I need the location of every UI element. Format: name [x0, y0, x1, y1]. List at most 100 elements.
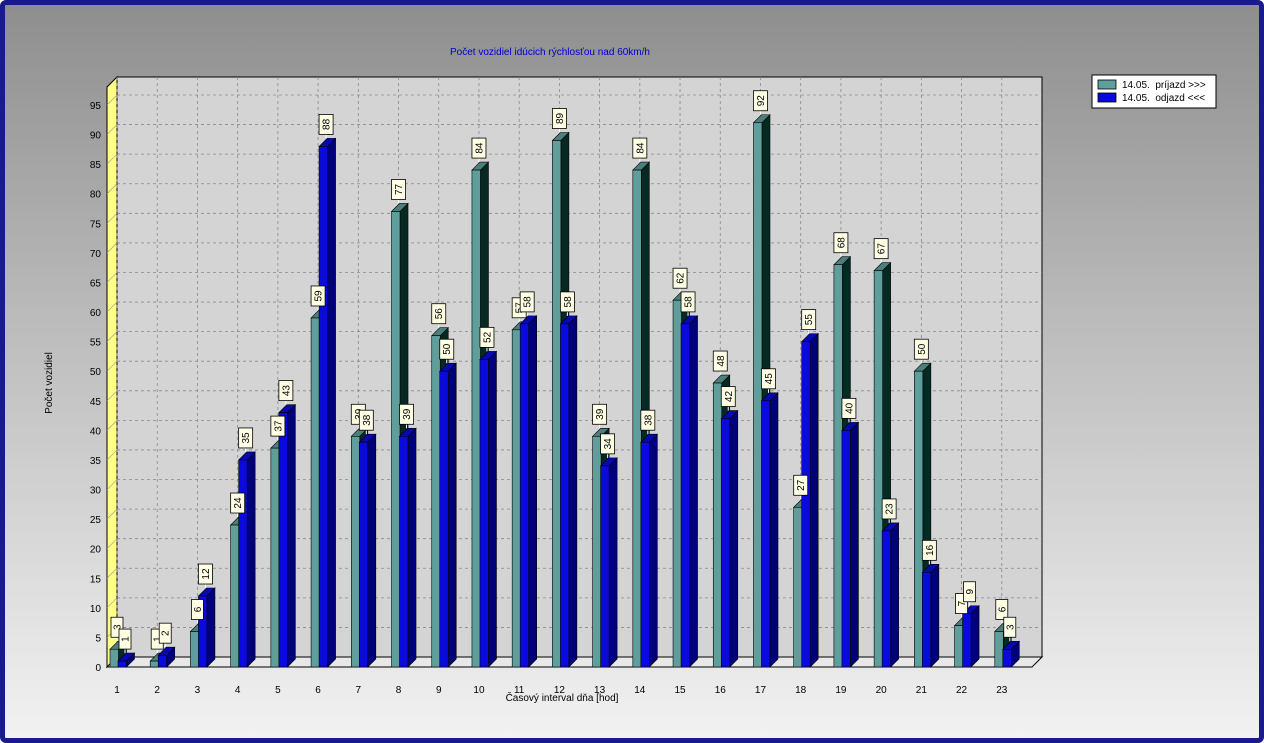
y-tick-label: 75 — [90, 219, 102, 230]
y-tick-label: 40 — [90, 426, 102, 437]
svg-text:2: 2 — [161, 630, 172, 636]
data-label-arrival-15: 62 — [672, 267, 688, 289]
y-tick-label: 25 — [90, 515, 102, 526]
data-label-departure-10: 52 — [479, 326, 495, 348]
data-label-arrival-19: 68 — [833, 232, 849, 254]
x-tick-label: 2 — [154, 685, 160, 696]
svg-text:45: 45 — [764, 373, 775, 385]
bar-departure-15 — [680, 315, 699, 668]
x-tick-label: 23 — [996, 685, 1008, 696]
bar-departure-16 — [720, 409, 739, 668]
svg-text:59: 59 — [314, 290, 325, 302]
x-tick-label: 6 — [315, 685, 321, 696]
data-label-departure-11: 58 — [519, 291, 535, 313]
data-label-arrival-5: 37 — [270, 415, 286, 437]
y-tick-label: 85 — [90, 160, 102, 171]
x-tick-label: 12 — [554, 685, 566, 696]
svg-text:67: 67 — [877, 243, 888, 255]
y-tick-label: 95 — [90, 101, 102, 112]
y-tick-label: 15 — [90, 574, 102, 585]
legend-label-arrival: 14.05. príjazd >>> — [1122, 80, 1206, 91]
svg-text:58: 58 — [523, 296, 534, 308]
y-tick-label: 60 — [90, 308, 102, 319]
plot-back-wall — [116, 76, 1043, 658]
y-tick-label: 0 — [95, 663, 101, 674]
svg-text:38: 38 — [362, 414, 373, 426]
x-tick-label: 20 — [876, 685, 888, 696]
y-tick-label: 70 — [90, 249, 102, 260]
svg-text:43: 43 — [281, 385, 292, 397]
x-tick-label: 14 — [634, 685, 646, 696]
svg-text:84: 84 — [635, 142, 646, 154]
svg-text:3: 3 — [1005, 624, 1016, 630]
svg-text:56: 56 — [434, 308, 445, 320]
svg-text:88: 88 — [322, 118, 333, 130]
svg-text:16: 16 — [925, 544, 936, 556]
y-tick-label: 50 — [90, 367, 102, 378]
x-tick-label: 17 — [755, 685, 767, 696]
bar-departure-8 — [398, 427, 417, 668]
svg-text:42: 42 — [724, 391, 735, 403]
x-tick-label: 10 — [473, 685, 485, 696]
data-label-arrival-12: 89 — [551, 108, 567, 129]
legend-swatch-departure — [1097, 92, 1117, 103]
data-label-departure-19: 40 — [841, 397, 857, 419]
svg-text:34: 34 — [603, 438, 614, 450]
svg-text:9: 9 — [965, 589, 976, 595]
x-tick-label: 5 — [275, 685, 281, 696]
svg-text:27: 27 — [796, 479, 807, 491]
data-label-departure-17: 45 — [761, 368, 776, 390]
data-label-departure-13: 34 — [600, 433, 616, 455]
y-tick-label: 65 — [90, 278, 102, 289]
bar-departure-11 — [519, 315, 538, 668]
bar-chart: Počet vozidiel idúcich rýchlosťou nad 60… — [44, 47, 1217, 704]
bar-departure-3 — [197, 587, 216, 668]
svg-text:1: 1 — [121, 636, 132, 642]
svg-text:68: 68 — [836, 237, 847, 249]
chart-title: Počet vozidiel idúcich rýchlosťou nad 60… — [450, 47, 650, 58]
svg-text:39: 39 — [402, 408, 413, 420]
svg-text:92: 92 — [756, 95, 767, 107]
data-labels: 3112612243537435988393877395650845257588… — [110, 90, 1016, 654]
bar-departure-1 — [117, 652, 136, 668]
data-label-arrival-9: 56 — [431, 303, 447, 325]
svg-text:58: 58 — [563, 296, 574, 308]
bar-departure-12 — [559, 315, 578, 668]
x-tick-label: 21 — [916, 685, 928, 696]
svg-text:1: 1 — [153, 636, 164, 642]
x-tick-label: 11 — [514, 685, 525, 696]
svg-text:37: 37 — [273, 420, 284, 432]
x-tick-label: 18 — [795, 685, 807, 696]
data-label-arrival-17: 92 — [753, 90, 768, 112]
bar-departure-18 — [800, 332, 819, 668]
data-label-departure-1: 1 — [118, 628, 132, 650]
data-label-arrival-10: 84 — [471, 137, 487, 159]
svg-text:40: 40 — [844, 402, 855, 414]
legend: 14.05. príjazd >>> 14.05. odjazd <<< — [1091, 74, 1217, 109]
data-label-arrival-14: 84 — [632, 137, 648, 159]
bar-departure-4 — [237, 451, 256, 668]
x-tick-label: 3 — [195, 685, 201, 696]
bar-departure-7 — [358, 433, 377, 668]
data-label-arrival-18: 27 — [793, 474, 809, 496]
data-label-departure-6: 88 — [318, 114, 334, 135]
y-tick-label: 10 — [90, 604, 102, 615]
svg-text:6: 6 — [193, 606, 204, 612]
svg-text:7: 7 — [957, 600, 968, 606]
x-tick-label: 16 — [715, 685, 727, 696]
data-label-arrival-6: 59 — [310, 285, 326, 307]
data-label-arrival-23: 6 — [995, 599, 1008, 620]
data-label-arrival-13: 39 — [592, 403, 608, 425]
x-tick-label: 19 — [835, 685, 847, 696]
bar-departure-9 — [439, 362, 457, 668]
data-label-departure-15: 58 — [680, 291, 696, 313]
x-tick-label: 8 — [396, 685, 402, 696]
data-label-departure-4: 35 — [238, 427, 254, 449]
bar-departure-22 — [961, 605, 980, 668]
svg-text:77: 77 — [394, 183, 405, 195]
data-label-departure-23: 3 — [1003, 616, 1016, 638]
svg-text:89: 89 — [555, 112, 566, 124]
y-tick-label: 45 — [90, 397, 102, 408]
bar-departure-19 — [841, 421, 860, 668]
